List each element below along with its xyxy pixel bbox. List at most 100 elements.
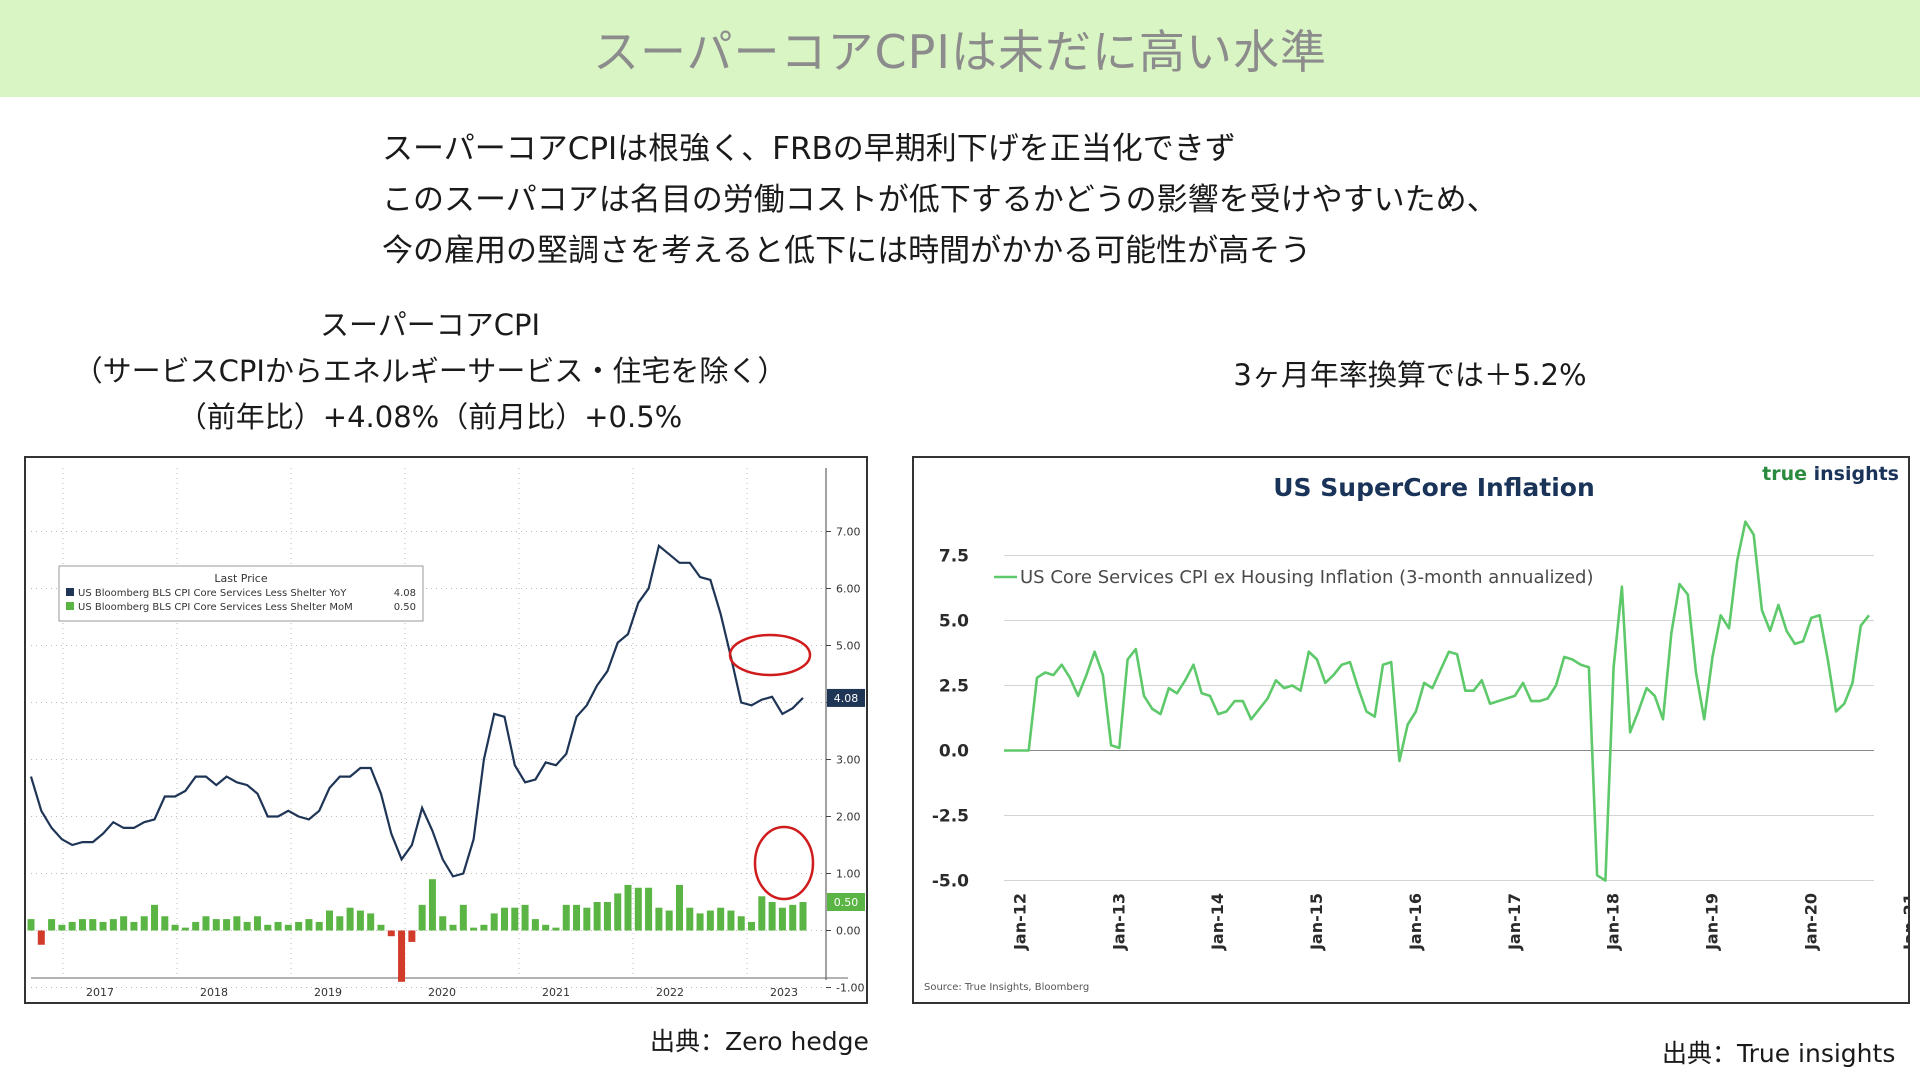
right-chart-caption: 3ヶ月年率換算では＋5.2% [1233, 358, 1587, 392]
mom-bar [727, 910, 735, 931]
yoy-last-tag [827, 688, 865, 707]
mom-bar [655, 907, 663, 931]
series-line [1004, 520, 1871, 882]
mom-bar [120, 916, 128, 931]
mom-last-label: 0.50 [834, 896, 859, 909]
mom-bar [562, 904, 570, 931]
x-tick-label: Jan-12 [1011, 893, 1030, 951]
highlight-circle-mom [753, 825, 815, 901]
legend-label: US Core Services CPI ex Housing Inflatio… [1020, 567, 1593, 588]
mom-bar [675, 884, 683, 931]
mom-bar [161, 916, 169, 931]
mom-bar [665, 910, 673, 931]
mom-bar [634, 887, 642, 931]
summary-text: スーパーコアCPIは根強く、FRBの早期利下げを正当化できず このスーパコアは名… [382, 124, 1498, 277]
mom-bar [799, 902, 807, 931]
page-title: スーパーコアCPIは未だに高い水準 [593, 24, 1327, 79]
mom-bar [696, 913, 704, 931]
brand-logo: true insights [1762, 463, 1899, 485]
mom-bar [68, 921, 76, 931]
mom-bar [212, 919, 220, 931]
x-tick-label: 2017 [86, 986, 114, 999]
mom-bar [624, 884, 632, 931]
mom-bar [645, 887, 653, 931]
x-tick-label: 2018 [200, 986, 228, 999]
mom-bar [439, 916, 447, 931]
yoy-line [29, 543, 804, 878]
x-tick-label: Jan-19 [1703, 893, 1722, 951]
source-note: Source: True Insights, Bloomberg [924, 982, 1089, 993]
x-tick-label: Jan-15 [1307, 893, 1326, 951]
y-tick-label: 1.00 [836, 868, 861, 881]
mom-bar [78, 919, 86, 931]
brand-part: true [1762, 463, 1813, 485]
mom-bar [521, 904, 529, 931]
summary-line: このスーパコアは名目の労働コストが低下するかどうの影響を受けやすいため、 [382, 182, 1498, 218]
mom-bar [490, 913, 498, 931]
mom-bar [295, 921, 303, 931]
x-tick-label: Jan-13 [1109, 893, 1128, 951]
x-tick-label: Jan-20 [1801, 893, 1820, 951]
right-source: 出典：True insights [1662, 1039, 1896, 1068]
y-tick-label: 2.00 [836, 811, 861, 824]
y-tick-label: 7.5 [939, 547, 969, 567]
left-chart-panel: 7.006.005.004.003.002.001.000.00-1.00201… [24, 456, 868, 1004]
mom-bar [377, 924, 385, 931]
brand-part: insights [1814, 463, 1899, 485]
mom-bar [686, 907, 694, 931]
mom-bar [758, 896, 766, 931]
mom-bar [274, 921, 282, 931]
caption-line: （前年比）+4.08%（前月比）+0.5% [177, 400, 683, 434]
y-tick-label: 6.00 [836, 583, 861, 596]
x-tick-label: Jan-16 [1406, 893, 1425, 951]
legend-swatch [66, 588, 74, 596]
y-tick-label: -5.0 [932, 872, 969, 892]
mom-bar [243, 921, 251, 931]
mom-bar [583, 907, 591, 931]
mom-bar [58, 924, 66, 931]
mom-bar [37, 930, 45, 945]
mom-bar [614, 893, 622, 931]
mom-bar [480, 924, 488, 931]
x-tick-label: 2023 [770, 986, 798, 999]
mom-bar [151, 904, 159, 931]
mom-bar [706, 910, 714, 931]
supercore-cpi-chart: 7.006.005.004.003.002.001.000.00-1.00201… [27, 468, 865, 999]
mom-bar [398, 930, 406, 982]
mom-bar [768, 902, 776, 931]
x-tick-label: Jan-18 [1604, 893, 1623, 951]
left-chart-caption: スーパーコアCPI （サービスCPIからエネルギーサービス・住宅を除く） （前年… [20, 302, 840, 440]
y-tick-label: 3.00 [836, 754, 861, 767]
legend-title: Last Price [214, 572, 267, 585]
highlight-circle-yoy [728, 633, 812, 677]
legend-label: US Bloomberg BLS CPI Core Services Less … [78, 602, 353, 613]
mom-bar [223, 919, 231, 931]
mom-bar [459, 904, 467, 931]
mom-bar [27, 919, 35, 931]
y-tick-label: 5.00 [836, 640, 861, 653]
mom-bar [552, 927, 560, 931]
caption-line: （サービスCPIからエネルギーサービス・住宅を除く） [73, 354, 787, 388]
x-tick-label: Jan-21 [1900, 893, 1908, 951]
mom-bar [418, 904, 426, 931]
mom-bar [284, 924, 292, 931]
us-supercore-inflation-chart: US SuperCore Inflation true insights 7.5 5.… [924, 463, 1919, 993]
mom-bar [511, 907, 519, 931]
mom-bar [130, 921, 138, 931]
left-source: 出典：Zero hedge [650, 1027, 869, 1056]
mom-bar [89, 919, 97, 931]
chart-title: US SuperCore Inflation [1273, 473, 1595, 502]
mom-bar [748, 921, 756, 931]
mom-bar [542, 924, 550, 931]
mom-bar [408, 930, 416, 942]
mom-bar [500, 907, 508, 931]
y-tick-label: 0.00 [836, 925, 861, 938]
right-chart-panel: US SuperCore Inflation true insights 7.5 5.… [912, 456, 1919, 1004]
y-tick-label: 2.5 [939, 677, 969, 697]
summary-line: 今の雇用の堅調さを考えると低下には時間がかかる可能性が高そう [382, 233, 1312, 269]
mom-bar [326, 910, 334, 931]
legend: Last Price US Bloomberg BLS CPI Core Serv… [58, 565, 424, 622]
mom-last-tag [827, 893, 865, 911]
mom-bar [264, 924, 272, 931]
legend-swatch [66, 602, 74, 610]
